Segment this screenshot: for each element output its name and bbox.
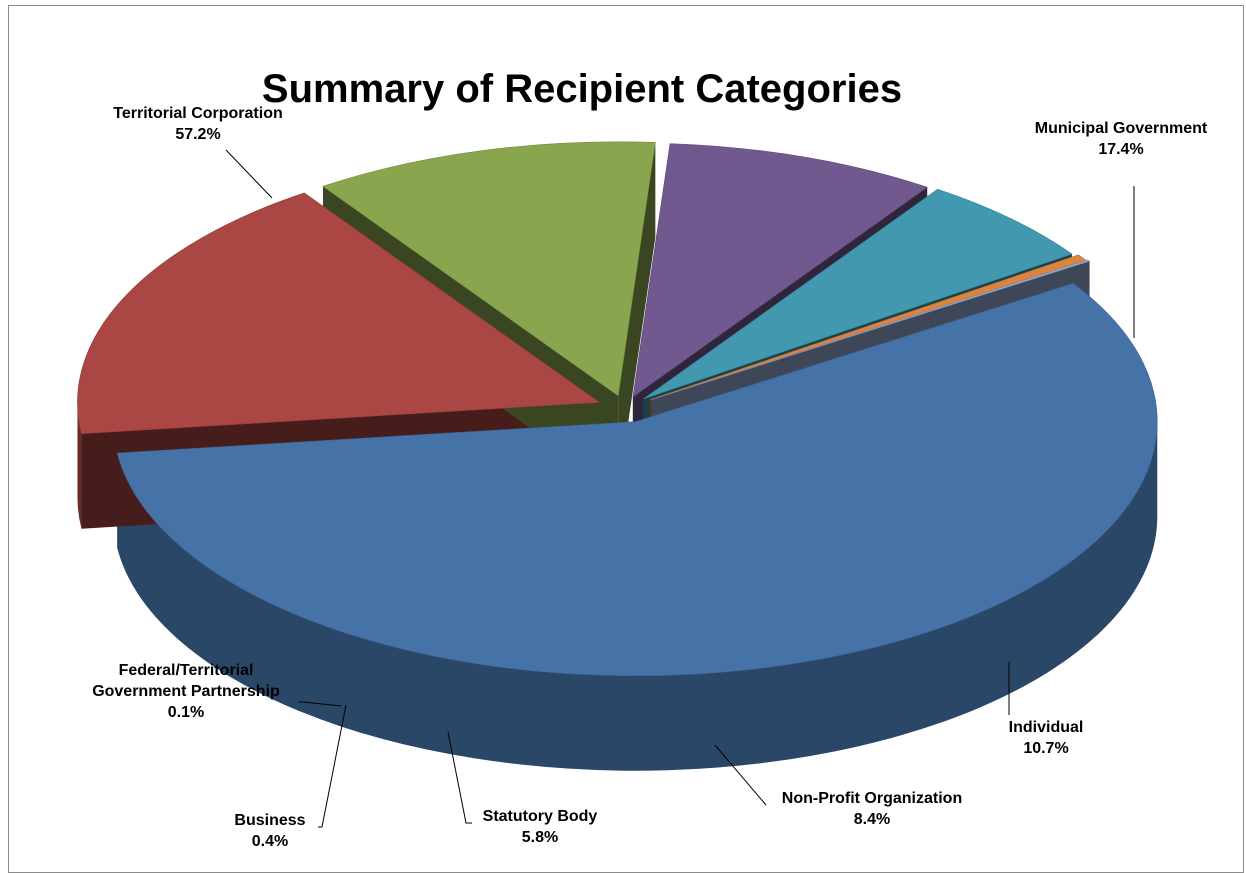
data-label-value-municipal-government: 17.4% <box>1098 141 1143 158</box>
data-label-name-municipal-government: Municipal Government <box>1035 120 1208 137</box>
data-label-individual: Individual 10.7% <box>1009 719 1084 757</box>
leader-lines <box>225 149 1135 828</box>
data-label-value-individual: 10.7% <box>1023 740 1068 757</box>
data-label-value-business: 0.4% <box>252 833 288 850</box>
leader-line-business <box>318 704 347 828</box>
slice-statutory-body <box>643 188 1073 400</box>
leader-line-non-profit-organization <box>714 744 767 806</box>
leader-line-statutory-body <box>447 731 472 824</box>
data-label-non-profit-organization: Non-Profit Organization 8.4% <box>782 790 962 828</box>
data-label-name-territorial-corporation: Territorial Corporation <box>113 105 283 122</box>
data-label-name-federal-territorial-government-partnership-1: Government Partnership <box>92 683 280 700</box>
data-label-value-non-profit-organization: 8.4% <box>854 811 890 828</box>
slice-side-territorial-corporation <box>117 421 1158 771</box>
slice-territorial-corporation <box>116 283 1158 677</box>
data-label-name-federal-territorial-government-partnership: Federal/Territorial <box>119 662 254 679</box>
slice-individual <box>322 141 656 397</box>
slice-side-municipal-government <box>77 402 82 529</box>
slice-wall-end-individual <box>618 142 656 491</box>
data-label-municipal-government: Municipal Government 17.4% <box>1035 120 1208 158</box>
leader-line-federal-territorial-government-partnership <box>298 701 342 707</box>
chart-title: Summary of Recipient Categories <box>262 67 902 111</box>
data-label-value-federal-territorial-government-partnership: 0.1% <box>168 704 204 721</box>
data-label-federal-territorial-government-partnership: Federal/Territorial Government Partnershi… <box>92 662 280 721</box>
data-label-statutory-body: Statutory Body 5.8% <box>483 808 598 846</box>
leader-line-territorial-corporation <box>225 149 273 199</box>
slice-non-profit-organization <box>632 143 928 398</box>
slice-municipal-government <box>77 192 601 435</box>
data-labels: Territorial Corporation 57.2% Municipal Go… <box>92 105 1208 850</box>
data-label-value-statutory-body: 5.8% <box>522 829 558 846</box>
data-label-name-individual: Individual <box>1009 719 1084 736</box>
data-label-name-non-profit-organization: Non-Profit Organization <box>782 790 962 807</box>
slice-federal-territorial-government-partnership <box>651 259 1091 400</box>
data-label-name-statutory-body: Statutory Body <box>483 808 598 825</box>
data-label-value-territorial-corporation: 57.2% <box>175 126 220 143</box>
pie-tops <box>77 141 1158 677</box>
data-label-territorial-corporation: Territorial Corporation 57.2% <box>113 105 283 143</box>
data-label-business: Business 0.4% <box>234 812 305 850</box>
data-label-name-business: Business <box>234 812 305 829</box>
